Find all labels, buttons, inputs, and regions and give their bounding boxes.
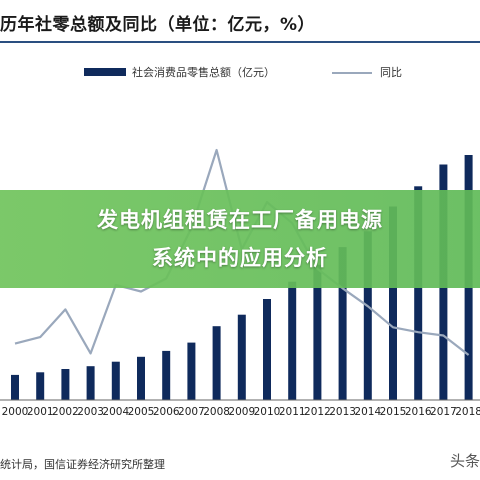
legend-line-swatch: [332, 72, 372, 74]
bar-2000: [11, 374, 19, 400]
legend-bar-label: 社会消费品零售总额（亿元）: [132, 66, 275, 79]
bar-2013: [338, 247, 347, 400]
x-tick-2012: 2012: [304, 406, 331, 418]
legend-bar-swatch: [84, 68, 126, 76]
x-tick-2015: 2015: [380, 406, 407, 418]
bar-2016: [414, 186, 423, 400]
bar-2012: [313, 264, 322, 400]
bar-2015: [389, 206, 397, 400]
bar-2008: [212, 326, 221, 400]
overlay-banner: 发电机组租赁在工厂备用电源 系统中的应用分析: [0, 190, 480, 288]
bar-2003: [86, 366, 95, 400]
x-tick-2004: 2004: [102, 406, 129, 418]
title-bar: 历年社零总额及同比（单位：亿元，%）: [0, 0, 480, 44]
x-tick-2006: 2006: [153, 406, 180, 418]
bar-2002: [61, 369, 70, 400]
bar-2011: [288, 281, 297, 400]
legend-line-label: 同比: [380, 66, 402, 79]
x-tick-2013: 2013: [329, 406, 356, 418]
legend: 社会消费品零售总额（亿元） 同比: [0, 64, 480, 84]
x-tick-labels: 2000200120022003200420052006200720082009…: [2, 406, 480, 418]
bar-2004: [111, 361, 120, 400]
x-tick-2010: 2010: [254, 406, 281, 418]
x-tick-2008: 2008: [203, 406, 230, 418]
x-tick-2014: 2014: [354, 406, 381, 418]
bar-2001: [36, 372, 45, 400]
bar-2010: [263, 299, 271, 400]
x-tick-2000: 2000: [2, 406, 29, 418]
x-tick-2001: 2001: [27, 406, 54, 418]
x-tick-2011: 2011: [279, 406, 306, 418]
x-tick-2003: 2003: [77, 406, 104, 418]
banner-title-line-2: 系统中的应用分析: [152, 246, 328, 270]
x-tick-2002: 2002: [52, 406, 79, 418]
x-tick-2017: 2017: [430, 406, 457, 418]
x-tick-2007: 2007: [178, 406, 205, 418]
x-tick-2018: 2018: [455, 406, 480, 418]
x-tick-2016: 2016: [405, 406, 432, 418]
bar-2006: [162, 350, 171, 400]
source-note: 统计局，国信证券经济研究所整理: [0, 458, 165, 471]
x-tick-2005: 2005: [128, 406, 155, 418]
bar-2009: [237, 314, 246, 400]
chart-title: 历年社零总额及同比（单位：亿元，%）: [0, 15, 316, 35]
title-divider: [0, 41, 480, 43]
banner-title-line-1: 发电机组租赁在工厂备用电源: [97, 208, 383, 232]
bar-2005: [137, 356, 145, 400]
x-tick-2009: 2009: [228, 406, 255, 418]
bar-2007: [187, 342, 196, 400]
watermark: 头条: [449, 452, 480, 470]
bar-2014: [363, 231, 372, 400]
